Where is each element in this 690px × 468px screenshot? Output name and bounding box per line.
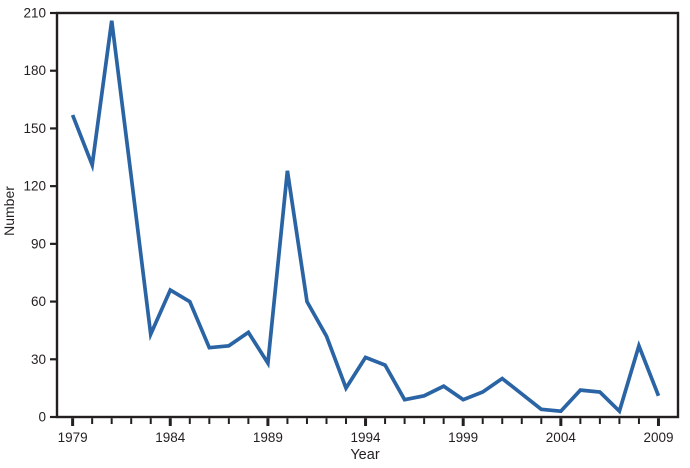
x-tick-label: 2004 [546,430,577,445]
y-axis-label: Number [1,186,17,236]
y-tick-label: 180 [23,63,46,78]
x-axis-label: Year [350,447,379,463]
y-tick-label: 210 [23,6,46,21]
x-tick-label: 1979 [58,430,88,445]
x-tick-label: 1994 [351,430,382,445]
plot-area: 0 30 60 90 120 150 180 210 1979 1984 1989 1994 1999 2… [23,6,680,445]
y-tick-label: 60 [31,294,46,309]
y-tick-label: 30 [31,352,46,367]
y-tick-label: 90 [31,236,46,251]
y-tick-label: 150 [23,121,46,136]
data-line-series [70,20,661,415]
x-tick-label: 2009 [643,430,673,445]
x-tick-label: 1999 [448,430,478,445]
x-tick-label: 1989 [253,430,283,445]
y-tick-label: 120 [23,179,46,194]
x-tick-label: 1984 [155,430,186,445]
plot-border [55,11,680,419]
y-tick-label: 0 [38,410,46,425]
